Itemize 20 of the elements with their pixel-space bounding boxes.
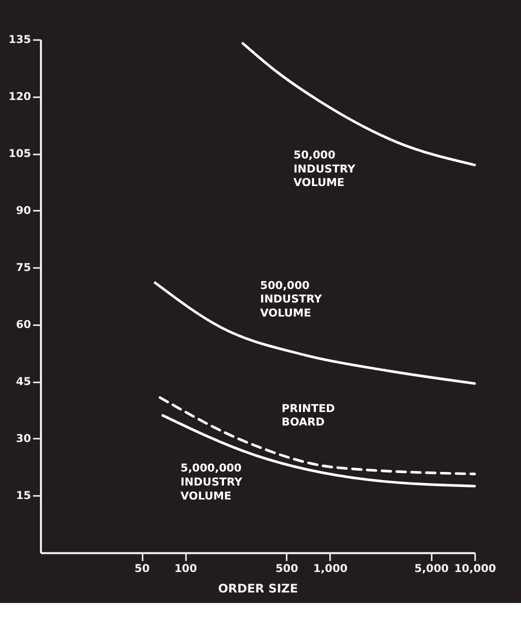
- x-tick-label: 1,000: [313, 562, 348, 575]
- x-tick-label: 5,000: [414, 562, 450, 575]
- y-tick-label: 75: [16, 261, 32, 274]
- y-tick-label: 30: [16, 432, 32, 446]
- x-axis-title: ORDER SIZE: [218, 582, 298, 596]
- x-tick-label: 100: [174, 562, 198, 575]
- y-tick-label: 60: [16, 318, 32, 332]
- y-tick-label: 15: [16, 489, 32, 502]
- text: PRINTED BOARD: [282, 402, 335, 429]
- y-tick-label: 135: [8, 32, 32, 46]
- y-tick-label: 90: [16, 204, 32, 218]
- x-tick-label: 500: [276, 562, 299, 575]
- text: 500,000 INDUSTRY VOLUME: [260, 278, 322, 320]
- y-tick-label: 120: [8, 90, 32, 103]
- x-tick-label: 50: [134, 562, 150, 575]
- y-tick-label: 105: [8, 146, 32, 160]
- series-label: 5,000,000 INDUSTRY VOLUME: [180, 462, 242, 502]
- y-tick-label: 45: [16, 375, 32, 388]
- x-tick-label: 10,000: [454, 562, 496, 575]
- text: 50,000 INDUSTRY VOLUME: [294, 148, 356, 190]
